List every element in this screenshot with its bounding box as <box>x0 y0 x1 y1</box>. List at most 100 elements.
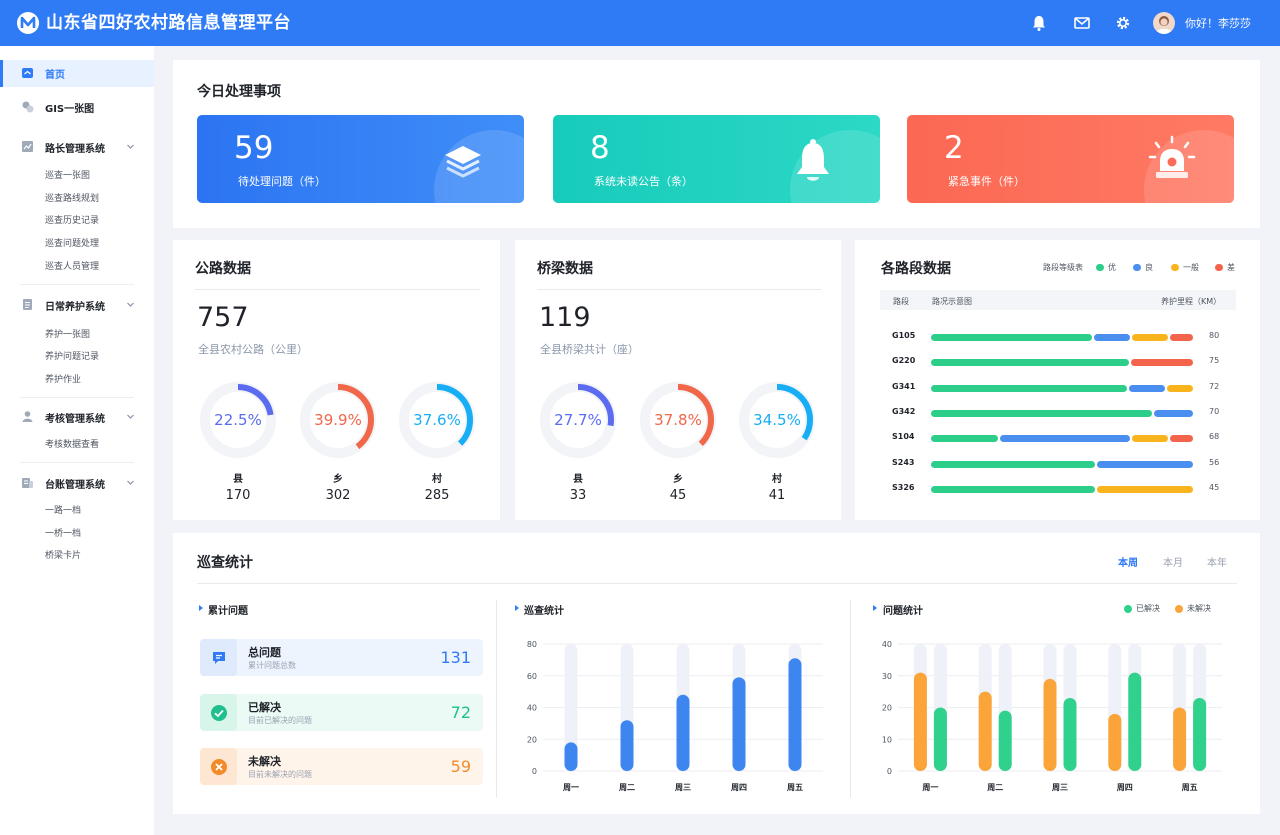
ring-percent: 37.6% <box>413 411 461 429</box>
sidebar-group-patrol[interactable]: 路长管理系统 <box>0 134 154 160</box>
x-tick-label: 周五 <box>787 783 803 792</box>
segment-data-card <box>855 240 1260 520</box>
bell-icon[interactable] <box>1030 14 1048 32</box>
segment-bar-part <box>1130 359 1193 367</box>
sidebar-subitem[interactable]: 养护问题记录 <box>45 352 100 362</box>
segment-bar-part <box>1129 384 1166 392</box>
sidebar-subitem[interactable]: 养护一张图 <box>45 330 91 340</box>
sidebar-group-assessment[interactable]: 考核管理系统 <box>0 404 154 430</box>
bar <box>620 720 634 771</box>
sidebar-group-label: 日常养护系统 <box>45 302 105 313</box>
y-tick-label: 0 <box>887 767 892 776</box>
divider <box>537 289 821 290</box>
y-tick-label: 20 <box>527 735 537 744</box>
segment-km: 45 <box>1209 482 1220 492</box>
issue-chart-title: 问题统计 <box>883 606 923 617</box>
segment-table-header <box>880 290 1236 310</box>
summary-unresolved[interactable]: 未解决 目前未解决的问题 59 <box>200 748 483 785</box>
sidebar-subitem[interactable]: 考核数据查看 <box>45 440 100 450</box>
segment-name: G220 <box>892 356 916 366</box>
sidebar-subitem[interactable]: 巡查一张图 <box>45 171 91 181</box>
segment-name: G105 <box>892 331 916 340</box>
x-tick-label: 周二 <box>619 783 635 792</box>
sidebar-divider <box>20 462 134 463</box>
legend-item: 一般 <box>1171 262 1199 273</box>
donut-ring <box>300 382 376 458</box>
ring-arc <box>642 384 714 456</box>
sidebar-subitem[interactable]: 巡查历史记录 <box>45 216 100 226</box>
segment-bar <box>931 485 1193 493</box>
y-tick-label: 40 <box>882 640 892 649</box>
x-tick-label: 周四 <box>1117 783 1133 792</box>
ring-count: 285 <box>424 488 450 503</box>
ring-percent: 37.8% <box>654 411 702 429</box>
segment-row: G220 75 <box>880 356 1236 370</box>
sidebar-subitem[interactable]: 养护作业 <box>45 375 82 385</box>
gear-icon[interactable] <box>1114 14 1132 32</box>
stat-value: 59 <box>234 130 274 166</box>
chart-legend-item: 已解决 <box>1124 603 1160 614</box>
segment-bar-part <box>1169 435 1193 443</box>
donut-ring <box>739 382 815 458</box>
sidebar-subitem[interactable]: 巡查问题处理 <box>45 239 100 249</box>
col-segment: 路段 <box>893 297 909 306</box>
ledger-icon <box>22 478 33 488</box>
segment-bar <box>931 334 1194 341</box>
segment-bar-part <box>931 384 1128 392</box>
summary-resolved[interactable]: 已解决 目前已解决的问题 72 <box>200 694 483 731</box>
stat-value: 2 <box>944 130 964 166</box>
tab-month[interactable]: 本月 <box>1163 558 1183 569</box>
legend-swatch <box>1171 264 1179 271</box>
segment-km: 70 <box>1209 406 1220 416</box>
bridge-caption: 全县桥梁共计（座） <box>540 343 639 356</box>
user-greeting[interactable]: 你好！李莎莎 <box>1185 17 1251 30</box>
sidebar-item-label: 首页 <box>45 70 65 81</box>
y-tick-label: 80 <box>527 640 537 649</box>
tab-year[interactable]: 本年 <box>1207 558 1227 569</box>
stat-card-emergency[interactable]: 2 紧急事件（件） <box>907 115 1234 203</box>
tab-week[interactable]: 本周 <box>1118 558 1138 569</box>
stat-card-notices[interactable]: 8 系统未读公告（条） <box>553 115 880 203</box>
sidebar-group-ledger[interactable]: 台账管理系统 <box>0 470 154 496</box>
y-tick-label: 20 <box>882 704 892 713</box>
chevron-down-icon <box>127 302 134 307</box>
ring-category: 乡 <box>673 474 683 485</box>
layers-icon <box>445 146 481 178</box>
sidebar-subitem[interactable]: 一桥一档 <box>45 529 82 539</box>
segment-km: 56 <box>1209 457 1220 467</box>
road-data-card <box>173 240 500 520</box>
ring-count: 33 <box>569 488 587 503</box>
x-tick-label: 周一 <box>922 783 938 792</box>
segment-bar <box>931 435 1193 443</box>
patrol-bar-chart: 0 20 40 60 80 周一 周二 周三 周四 周五 <box>527 640 823 792</box>
chevron-down-icon <box>127 480 134 485</box>
sidebar-subitem[interactable]: 巡查路线规划 <box>45 194 100 204</box>
sidebar-subitem[interactable]: 桥梁卡片 <box>45 551 82 561</box>
legend-swatch <box>1133 264 1141 271</box>
sidebar-subitem[interactable]: 一路一档 <box>45 506 82 516</box>
mail-icon[interactable] <box>1073 14 1091 32</box>
road-caption: 全县农村公路（公里） <box>198 343 308 356</box>
segment-name: S104 <box>892 432 915 442</box>
legend-label: 已解决 <box>1136 604 1160 613</box>
chevron-down-icon <box>127 414 134 419</box>
summary-item-title: 未解决 <box>248 755 281 768</box>
sidebar-item-home[interactable]: 首页 <box>0 60 154 86</box>
sidebar-item-gis[interactable]: GIS一张图 <box>0 94 154 120</box>
bar <box>1043 678 1057 771</box>
ring-category: 县 <box>233 474 243 485</box>
avatar[interactable] <box>1153 12 1175 34</box>
segment-km: 75 <box>1209 356 1220 366</box>
stat-card-pending[interactable]: 59 待处理问题（件） <box>197 115 524 203</box>
sidebar-group-maintenance[interactable]: 日常养护系统 <box>0 292 154 318</box>
section-arrow-icon <box>873 605 877 611</box>
sidebar-divider <box>20 284 134 285</box>
segment-bar-part <box>931 409 1152 417</box>
summary-total[interactable]: 总问题 累计问题总数 131 <box>200 639 483 676</box>
legend-swatch <box>1215 264 1223 271</box>
sidebar-subitem[interactable]: 巡查人员管理 <box>45 262 100 272</box>
summary-item-title: 总问题 <box>248 646 281 659</box>
ring-count: 302 <box>325 488 351 503</box>
check-icon-box <box>200 694 237 731</box>
segment-bar-part <box>1167 384 1193 392</box>
